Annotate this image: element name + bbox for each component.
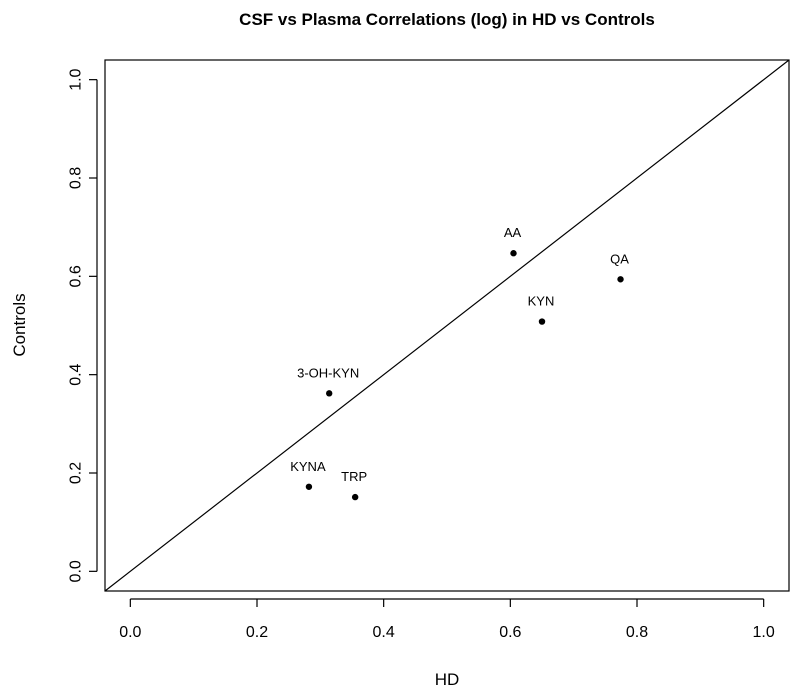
x-axis: 0.0 0.2 0.4 0.6 0.8 1.0	[119, 598, 775, 641]
data-point	[538, 318, 546, 325]
x-tick-label: 0.2	[246, 624, 268, 641]
data-point	[305, 483, 313, 490]
y-tick-label: 0.0	[68, 560, 85, 582]
data-point-label: AA	[504, 225, 522, 240]
data-point	[510, 250, 517, 257]
chart-title: CSF vs Plasma Correlations (log) in HD v…	[239, 10, 655, 29]
x-tick-label: 0.4	[373, 624, 395, 641]
data-point-label: QA	[610, 251, 629, 266]
data-point-label: 3-OH-KYN	[297, 365, 359, 380]
data-point-label: KYN	[528, 294, 555, 309]
x-tick-label: 0.6	[499, 624, 521, 641]
data-point	[351, 493, 359, 501]
y-tick-label: 1.0	[68, 68, 85, 90]
y-tick-label: 0.8	[68, 167, 85, 189]
y-tick-label: 0.4	[68, 363, 85, 385]
x-tick-label: 0.8	[626, 624, 648, 641]
data-point	[617, 276, 624, 283]
x-tick-label: 1.0	[753, 624, 775, 641]
plot-frame	[104, 59, 790, 592]
data-point	[326, 390, 333, 397]
y-axis: 0.0 0.2 0.4 0.6 0.8 1.0	[68, 68, 98, 582]
data-point-label: TRP	[341, 469, 367, 484]
data-points: AA QA KYN 3-OH-KYN KYNA TRP	[290, 225, 629, 501]
x-tick-label: 0.0	[119, 624, 141, 641]
y-tick-label: 0.2	[68, 462, 85, 484]
data-point-label: KYNA	[290, 459, 326, 474]
identity-reference-line	[104, 59, 790, 592]
y-axis-label: Controls	[10, 293, 29, 356]
x-axis-label: HD	[435, 670, 460, 689]
y-tick-label: 0.6	[68, 265, 85, 287]
